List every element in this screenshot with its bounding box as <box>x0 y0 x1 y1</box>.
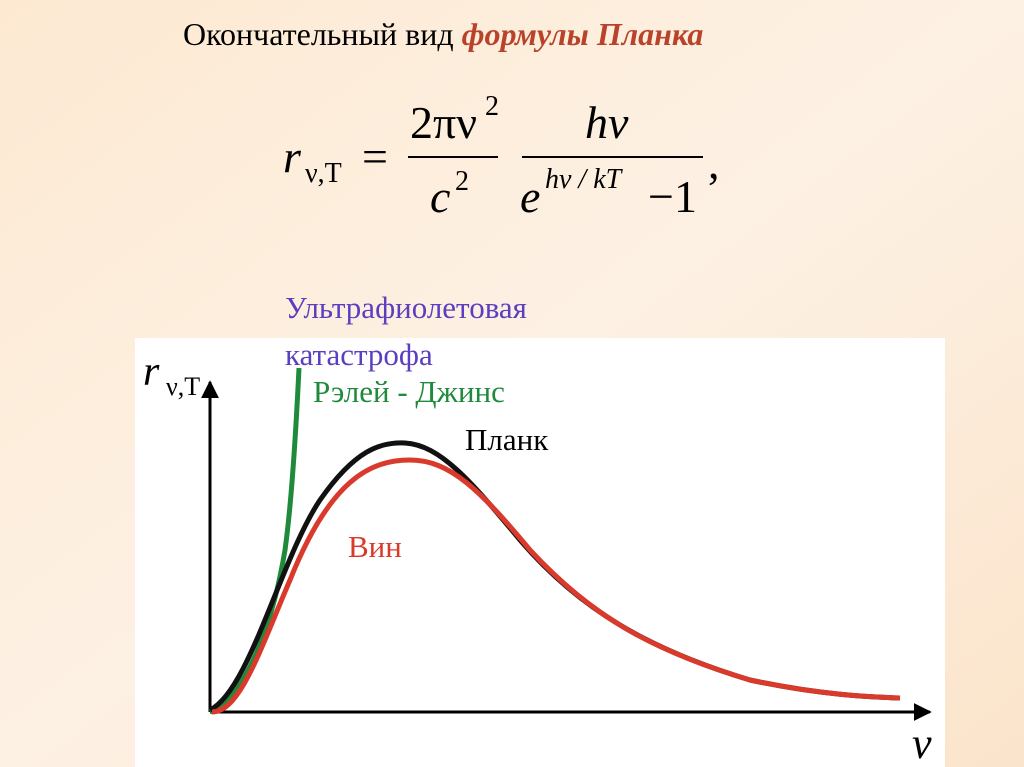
wien-curve <box>211 457 901 715</box>
formula-equals: = <box>362 131 388 182</box>
uv-label: катастрофа <box>285 337 433 372</box>
rayleigh-jeans-curve <box>208 367 302 715</box>
formula-den1: c <box>430 171 450 222</box>
graph-area <box>135 338 945 767</box>
formula-den1-sup: 2 <box>455 166 469 197</box>
formula-lhs-sub: ν,T <box>305 158 342 189</box>
title: Окончательный вид формулы Планка <box>183 16 703 52</box>
y-axis-label: r <box>143 349 160 395</box>
formula-lhs: r <box>283 131 302 182</box>
rayleigh-jeans-label: Рэлей - Джинс <box>313 374 505 409</box>
title-plain: Окончательный вид <box>183 16 454 52</box>
x-axis-label: ν <box>912 719 932 767</box>
formula-den2-sup: hν / kT <box>545 164 624 195</box>
formula: r ν,T = 2πν 2 c 2 hν e hν / kT −1 , <box>283 91 720 222</box>
formula-num1: 2πν <box>410 97 477 148</box>
title-emphasis: формулы Планка <box>462 16 704 52</box>
formula-den2-base: e <box>520 171 540 222</box>
uv-label: Ультрафиолетовая <box>285 290 527 325</box>
y-axis-sub: ν,T <box>166 372 200 401</box>
formula-comma: , <box>708 137 720 188</box>
wien-label: Вин <box>348 529 402 564</box>
formula-num1-sup: 2 <box>485 91 499 122</box>
formula-num2: hν <box>585 97 629 148</box>
planck-label: Планк <box>465 422 549 457</box>
formula-den2-rest: −1 <box>648 171 697 222</box>
